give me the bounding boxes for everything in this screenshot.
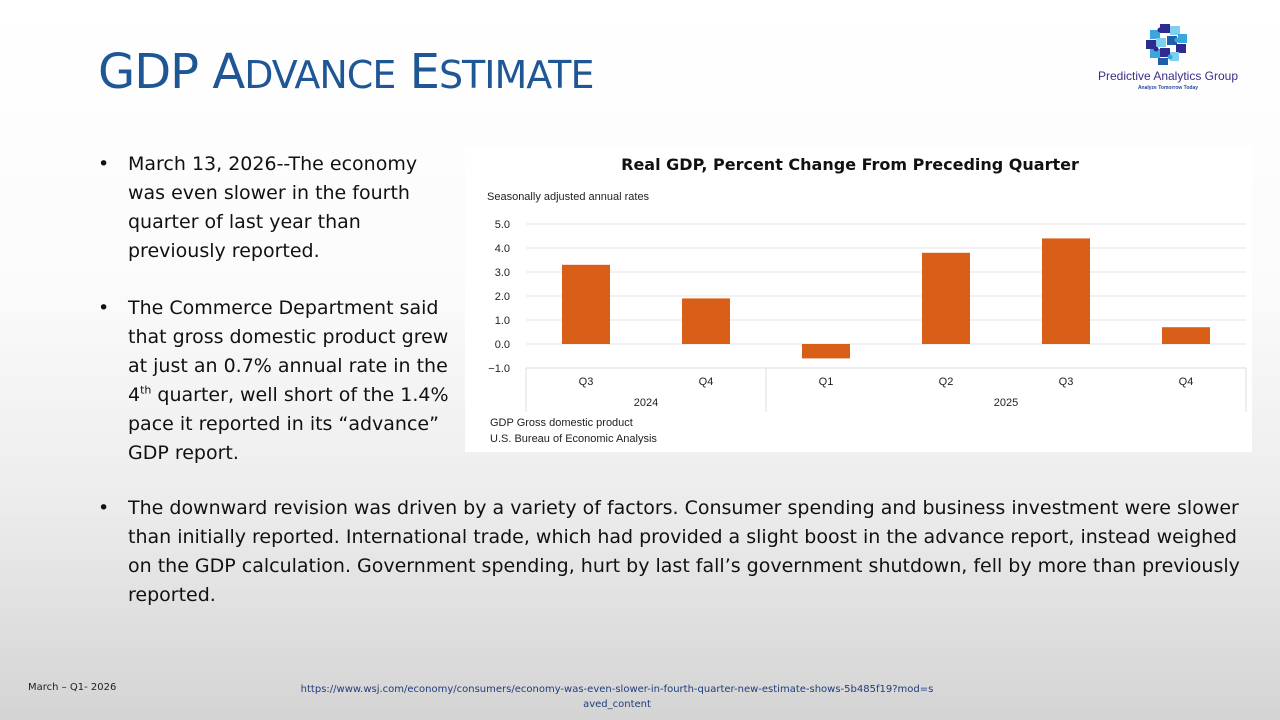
- x-tick-label: Q1: [819, 376, 834, 388]
- bullet-3: The downward revision was driven by a va…: [98, 494, 1248, 610]
- bullet-text-before: The Commerce Department said that gross …: [128, 297, 449, 406]
- x-group-label: 2024: [634, 397, 658, 409]
- chart-note-2: U.S. Bureau of Economic Analysis: [490, 433, 657, 445]
- title-word-2-cap: E: [409, 44, 440, 100]
- title-lead: GDP: [98, 44, 199, 100]
- y-tick-label: 1.0: [495, 315, 510, 327]
- company-logo: Predictive Analytics Group Analyze Tomor…: [1088, 16, 1248, 96]
- x-tick-label: Q4: [1179, 376, 1194, 388]
- bullet-2: The Commerce Department said that gross …: [98, 294, 463, 468]
- y-tick-label: 5.0: [495, 219, 510, 231]
- title-word-1-cap: A: [212, 44, 245, 100]
- x-tick-label: Q2: [939, 376, 954, 388]
- bar-q4-1: [682, 298, 730, 344]
- chart-subtitle: Seasonally adjusted annual rates: [487, 191, 650, 203]
- logo-tagline: Analyze Tomorrow Today: [1137, 85, 1199, 91]
- bars: [562, 238, 1210, 359]
- bullet-text: The Commerce Department said that gross …: [98, 294, 463, 468]
- bar-q4-5: [1162, 327, 1210, 344]
- bullet-1: March 13, 2026--The economy was even slo…: [98, 150, 458, 266]
- gdp-chart: Real GDP, Percent Change From Preceding …: [465, 147, 1252, 452]
- y-tick-label: 0.0: [495, 339, 510, 351]
- bar-q3-0: [562, 264, 610, 344]
- title-word-1-rest: DVANCE: [244, 53, 396, 97]
- bar-q2-3: [922, 252, 970, 344]
- source-link[interactable]: https://www.wsj.com/economy/consumers/ec…: [300, 684, 934, 710]
- bullet-text: The downward revision was driven by a va…: [98, 494, 1248, 610]
- bar-q3-4: [1042, 238, 1090, 344]
- bullet-text: March 13, 2026--The economy was even slo…: [98, 150, 458, 266]
- bar-q1-2: [802, 344, 850, 359]
- bullet-text-after: quarter, well short of the 1.4% pace it …: [128, 384, 449, 464]
- page-title: GDP ADVANCE ESTIMATE: [98, 44, 595, 100]
- y-tick-label: 3.0: [495, 267, 510, 279]
- y-tick-label: −1.0: [488, 363, 510, 375]
- x-group-label: 2025: [994, 397, 1018, 409]
- logo-name: Predictive Analytics Group: [1097, 69, 1239, 83]
- x-tick-label: Q3: [1059, 376, 1074, 388]
- x-axis: Q3 Q4 Q1 Q2 Q3 Q4 2024 2025: [525, 367, 1247, 412]
- ordinal-superscript: th: [140, 383, 152, 397]
- gridlines: [526, 223, 1246, 345]
- x-tick-label: Q3: [579, 376, 594, 388]
- puzzle-globe-icon: [1142, 18, 1192, 68]
- chart-note-1: GDP Gross domestic product: [490, 417, 633, 429]
- y-tick-label: 2.0: [495, 291, 510, 303]
- y-axis-ticks: 5.0 4.0 3.0 2.0 1.0 0.0 −1.0: [488, 219, 510, 375]
- gdp-bar-chart-svg: Real GDP, Percent Change From Preceding …: [487, 155, 1247, 445]
- x-tick-label: Q4: [699, 376, 714, 388]
- title-word-2-rest: STIMATE: [438, 53, 595, 97]
- chart-title: Real GDP, Percent Change From Preceding …: [621, 155, 1079, 174]
- footer-date: March – Q1- 2026: [28, 682, 117, 693]
- y-tick-label: 4.0: [495, 243, 510, 255]
